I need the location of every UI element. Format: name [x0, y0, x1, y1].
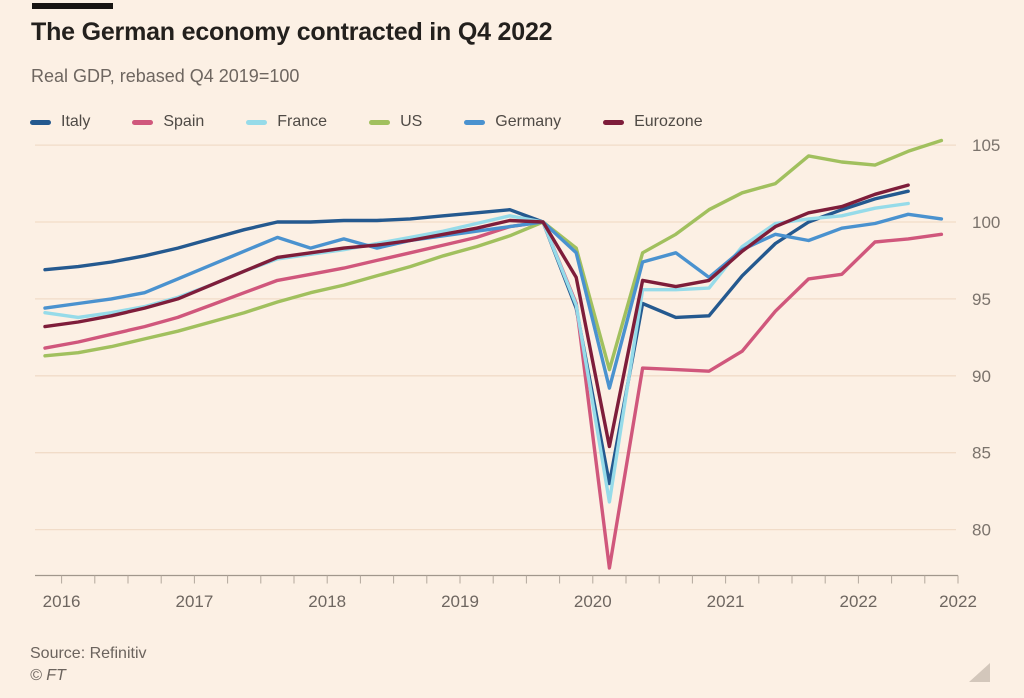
x-tick-label: 2019: [441, 592, 479, 611]
legend-item-germany: Germany: [464, 113, 561, 131]
ft-copyright: © FT: [30, 667, 66, 684]
legend-item-eurozone: Eurozone: [603, 113, 703, 131]
y-tick-label: 95: [972, 290, 991, 309]
y-gridlines: [35, 144, 956, 531]
legend-swatch-germany: [464, 119, 486, 125]
legend-label: Italy: [61, 113, 91, 130]
legend-label: US: [400, 113, 423, 130]
y-tick-label: 85: [972, 444, 991, 463]
legend-label: Spain: [163, 113, 205, 130]
legend-item-spain: Spain: [132, 113, 204, 131]
legend-item-italy: Italy: [30, 113, 90, 131]
series-line-us: [43, 138, 944, 372]
x-axis: 2016 2017 2018 2019 2020 2021 2022 2022: [35, 574, 977, 611]
legend-swatch-us: [369, 119, 391, 125]
legend-item-us: US: [369, 113, 422, 131]
x-tick-label: 2017: [175, 592, 213, 611]
x-tick-label: 2016: [43, 592, 81, 611]
series-lines: [43, 138, 944, 570]
x-tick-label: 2020: [574, 592, 612, 611]
x-tick-label: 2021: [707, 592, 745, 611]
ft-accent-bar: [32, 3, 113, 9]
source-note: Source: Refinitiv: [30, 645, 147, 662]
series-line-italy: [43, 189, 910, 486]
y-tick-label: 100: [972, 213, 1000, 232]
y-tick-label: 90: [972, 367, 991, 386]
legend-item-france: France: [246, 113, 327, 131]
resize-handle-icon[interactable]: [969, 663, 990, 682]
legend-label: France: [277, 113, 328, 130]
legend-swatch-eurozone: [603, 119, 625, 125]
x-tick-label: 2022: [939, 592, 977, 611]
series-line-eurozone: [43, 183, 910, 449]
legend-swatch-spain: [132, 119, 154, 125]
legend-label: Germany: [495, 113, 562, 130]
y-tick-label: 105: [972, 136, 1000, 155]
y-tick-label: 80: [972, 521, 991, 540]
series-line-germany: [43, 212, 944, 390]
legend-label: Eurozone: [634, 113, 703, 130]
legend-swatch-italy: [30, 119, 51, 125]
page-title: The German economy contracted in Q4 2022: [31, 18, 553, 46]
x-tick-label: 2022: [839, 592, 877, 611]
series-line-spain: [43, 220, 944, 570]
chart-legend: Italy Spain France US Germany Eurozone: [30, 113, 703, 131]
chart-subtitle: Real GDP, rebased Q4 2019=100: [31, 66, 300, 86]
legend-swatch-france: [246, 119, 268, 125]
x-tick-label: 2018: [308, 592, 346, 611]
y-axis-labels: 80 85 90 95 100 105: [972, 136, 1000, 539]
